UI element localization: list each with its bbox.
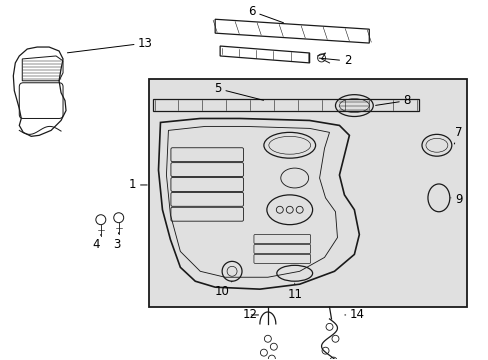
Text: 5: 5 (214, 82, 263, 100)
Text: 12: 12 (242, 309, 258, 321)
Text: 7: 7 (453, 126, 462, 144)
Text: 4: 4 (92, 235, 101, 251)
Text: 9: 9 (450, 193, 462, 206)
Text: 11: 11 (286, 283, 302, 301)
Text: 1: 1 (129, 179, 147, 192)
Text: 6: 6 (248, 5, 283, 23)
Text: 2: 2 (318, 54, 350, 67)
Text: 8: 8 (375, 94, 410, 107)
Text: 3: 3 (113, 233, 120, 251)
FancyBboxPatch shape (148, 79, 466, 307)
Text: 13: 13 (67, 37, 153, 53)
Text: 14: 14 (344, 309, 364, 321)
Text: 10: 10 (214, 281, 232, 298)
